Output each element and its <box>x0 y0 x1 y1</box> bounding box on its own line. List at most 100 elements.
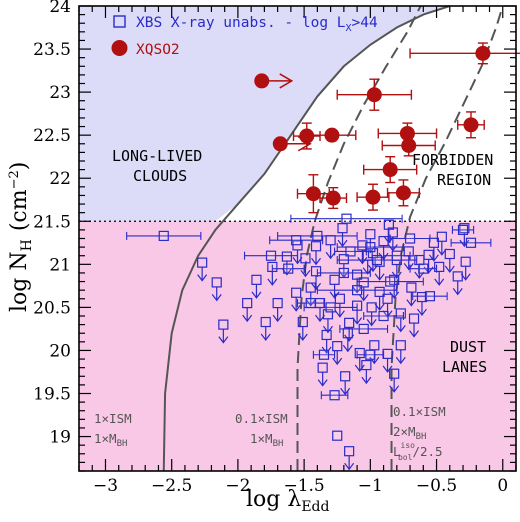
xbs-point-marker <box>371 254 383 266</box>
xbs-point-marker <box>385 276 396 287</box>
xbs-point-marker <box>424 291 436 302</box>
curve-label-dash1-mbh: 1×MBH <box>250 431 283 449</box>
curve-label-solid-ism: 1×ISM <box>94 411 132 426</box>
xqso2-point-13 <box>457 111 485 139</box>
curve-label-dash1-mbh-main: 1×M <box>250 431 273 446</box>
xbs-upper-limit-arrowhead <box>267 278 278 286</box>
xbs-upper-limit-18 <box>434 261 445 286</box>
xqso2-point-marker <box>299 128 315 144</box>
xbs-upper-limit-37 <box>406 282 417 307</box>
region-label-long-lived-1: LONG-LIVED <box>112 147 202 165</box>
xbs-upper-limit-20 <box>452 271 463 296</box>
xbs-upper-limit-54 <box>242 297 253 323</box>
xbs-point-4 <box>412 291 448 302</box>
xbs-point-24 <box>334 246 367 257</box>
xbs-upper-limit-48 <box>340 371 351 396</box>
xbs-upper-limit-arrowhead <box>211 294 222 302</box>
x-tick-label: −2 <box>225 476 250 496</box>
xbs-point-14 <box>363 310 404 322</box>
legend-xbs-sub: X <box>346 23 352 34</box>
xqso2-point-12 <box>409 42 520 65</box>
y-tick-label: 19.5 <box>33 385 71 405</box>
xbs-upper-limit-22 <box>291 287 302 312</box>
legend-xbs-suffix: >44 <box>352 15 378 31</box>
xbs-upper-limit-57 <box>344 446 355 471</box>
xbs-point-23 <box>312 349 336 360</box>
xbs-upper-limit-50 <box>389 368 400 393</box>
xbs-upper-limit-45 <box>395 340 406 365</box>
xbs-upper-limit-arrowhead <box>395 325 406 333</box>
curve-solid-ism <box>162 5 451 472</box>
xqso2-point-8 <box>356 183 390 211</box>
y-tick-label: 20 <box>49 341 71 361</box>
xqso2-point-marker <box>382 162 398 178</box>
xbs-upper-limit-arrowhead <box>332 357 343 366</box>
xbs-point-marker <box>351 285 363 296</box>
xbs-upper-limit-61 <box>460 256 471 281</box>
xbs-upper-limit-5 <box>325 235 336 260</box>
y-tick-label: 20.5 <box>33 298 71 318</box>
xbs-point-17 <box>389 233 431 244</box>
curve-label-dash1-mbh-sub: BH <box>273 439 284 449</box>
xbs-point-marker <box>265 250 277 261</box>
xbs-point-21 <box>409 263 438 274</box>
xbs-upper-limit-arrowhead <box>414 271 425 280</box>
xbs-upper-limit-arrowhead <box>334 310 345 318</box>
xbs-point-0 <box>126 230 202 242</box>
xbs-upper-limit-58 <box>357 240 368 265</box>
xbs-upper-limit-arrowhead <box>374 303 385 311</box>
xbs-upper-limit-arrowhead <box>357 257 368 265</box>
xqso2-point-4 <box>336 78 413 111</box>
xbs-upper-limit-arrowhead <box>251 291 262 299</box>
legend-xqso2-marker <box>111 40 128 56</box>
curve-label-dash2-lbol-sup: iso <box>401 441 416 450</box>
xbs-upper-limit-arrowhead <box>354 364 365 373</box>
x-tick-label: −2.5 <box>151 476 192 496</box>
xbs-upper-limit-2 <box>300 253 311 278</box>
xbs-upper-limit-arrowhead <box>272 314 283 323</box>
xbs-point-12 <box>316 285 398 296</box>
x-axis-title: log λEdd <box>246 487 329 515</box>
xbs-point-marker <box>391 250 402 261</box>
xbs-upper-limit-49 <box>361 359 372 385</box>
xbs-point-marker <box>457 224 469 235</box>
xbs-upper-limit-44 <box>382 348 393 373</box>
curve-label-dash2-mbh: 2×MBH <box>393 424 426 442</box>
y-tick-label: 22 <box>49 169 71 189</box>
xbs-point-marker <box>332 430 343 441</box>
y-tick-label: 21 <box>49 255 71 275</box>
xbs-upper-limit-arrowhead <box>409 330 420 338</box>
xqso2-point-marker <box>324 127 340 143</box>
xbs-upper-limit-53 <box>218 319 229 344</box>
xbs-upper-limit-arrowhead <box>352 317 363 325</box>
xbs-upper-limit-36 <box>395 308 406 333</box>
xbs-point-marker <box>345 246 356 257</box>
xbs-point-marker <box>404 233 416 244</box>
xbs-point-1 <box>290 213 403 224</box>
xbs-upper-limit-arrowhead <box>340 387 351 396</box>
xbs-upper-limit-32 <box>366 302 377 327</box>
xbs-point-marker <box>312 230 323 242</box>
xbs-upper-limit-arrowhead <box>428 254 439 262</box>
x-tick-label: 0 <box>497 476 508 496</box>
xbs-point-marker <box>158 230 169 242</box>
xqso2-point-marker <box>366 87 382 103</box>
x-tick-label: −3 <box>93 476 118 496</box>
curve-label-solid-mbh: 1×MBH <box>94 431 127 449</box>
xqso2-point-9 <box>386 179 421 207</box>
xbs-upper-limit-52 <box>211 277 222 302</box>
curve-label-dash2-mbh-main: 2×M <box>393 424 416 439</box>
xbs-upper-limit-47 <box>317 362 328 387</box>
xbs-upper-limit-arrowhead <box>452 288 463 296</box>
xqso2-point-marker <box>305 186 321 202</box>
curve-label-dash2-lbol-sub: bol <box>398 453 413 462</box>
xqso2-point-marker <box>395 185 411 201</box>
region-label-long-lived-2: CLOUDS <box>133 167 187 185</box>
xbs-upper-limit-33 <box>374 286 385 311</box>
x-tick-label: −1.5 <box>283 476 324 496</box>
xbs-point-22 <box>356 349 385 360</box>
xbs-point-marker <box>378 310 389 322</box>
xbs-point-marker <box>283 263 294 274</box>
xbs-upper-limit-arrowhead <box>374 273 385 281</box>
